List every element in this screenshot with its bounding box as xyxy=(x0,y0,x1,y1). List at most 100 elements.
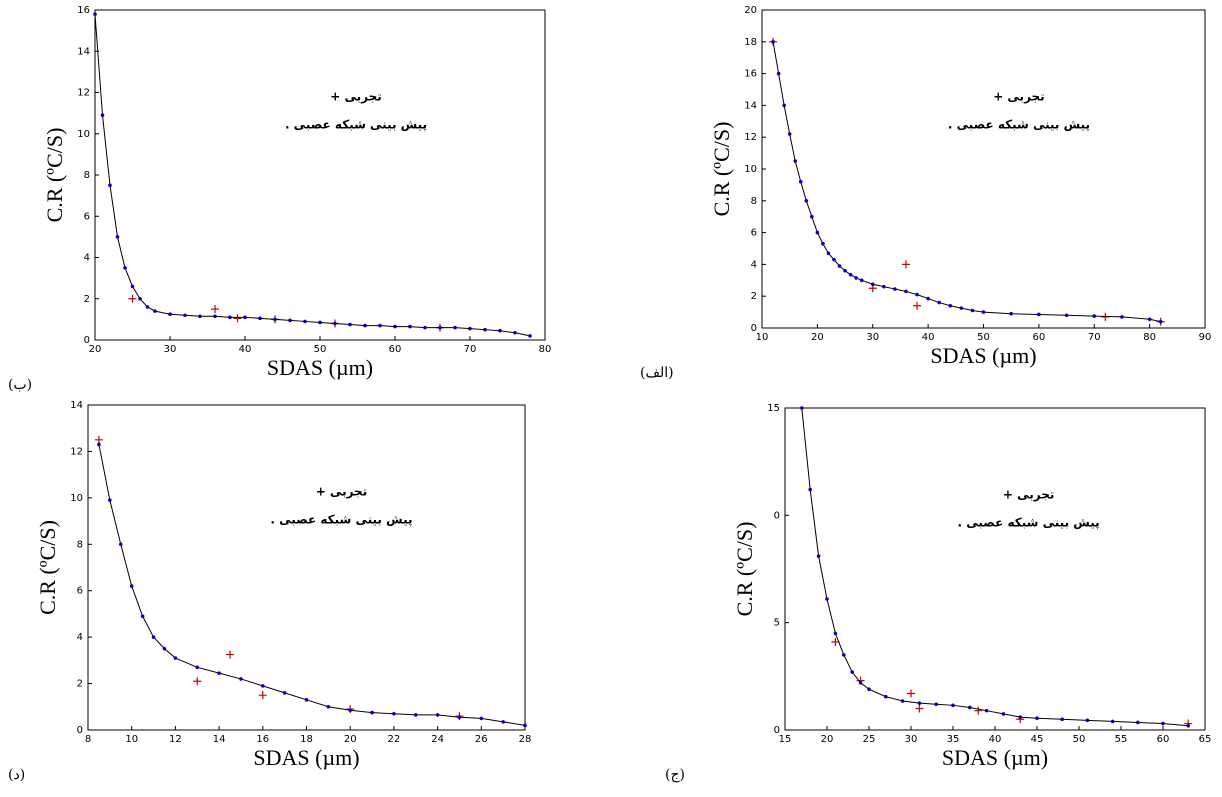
x-tick-label: 25 xyxy=(863,734,876,745)
y-tick-label: 10 xyxy=(77,129,90,140)
prediction-point xyxy=(168,312,172,317)
x-tick-label: 45 xyxy=(1031,734,1044,745)
experimental-point xyxy=(915,704,924,713)
prediction-point xyxy=(115,235,120,239)
experimental-point xyxy=(258,691,267,700)
prediction-point xyxy=(1110,719,1115,724)
prediction-point xyxy=(513,330,517,335)
y-tick-label: 14 xyxy=(744,100,757,111)
prediction-point xyxy=(303,319,307,324)
y-tick-label: 0 xyxy=(774,510,780,521)
y-tick-label: 10 xyxy=(744,164,757,175)
panel-label: (ج) xyxy=(665,767,685,783)
prediction-point xyxy=(282,691,287,695)
y-tick-label: 16 xyxy=(744,69,757,80)
y-tick-label: 12 xyxy=(70,446,83,457)
prediction-point xyxy=(1158,319,1163,324)
prediction-point xyxy=(776,71,781,76)
prediction-point xyxy=(348,708,353,713)
x-tick-label: 10 xyxy=(125,734,138,745)
prediction-point xyxy=(1064,313,1069,318)
prediction-point xyxy=(183,313,187,318)
experimental-point xyxy=(913,301,922,310)
x-tick-label: 40 xyxy=(922,332,935,343)
prediction-point xyxy=(859,278,864,283)
y-tick-label: 6 xyxy=(84,211,90,222)
y-tick-label: 2 xyxy=(84,294,90,305)
legend-label: تجربی + xyxy=(316,485,368,499)
prediction-point xyxy=(917,701,922,705)
prediction-point xyxy=(787,132,792,136)
panel-label: (د) xyxy=(8,767,25,783)
prediction-point xyxy=(882,284,886,289)
prediction-point xyxy=(413,713,418,717)
plot-area xyxy=(784,407,1206,731)
prediction-point xyxy=(804,199,809,203)
prediction-point xyxy=(826,251,831,256)
prediction-point xyxy=(108,183,112,188)
experimental-point xyxy=(94,435,103,444)
x-tick-label: 16 xyxy=(256,734,269,745)
x-tick-label: 60 xyxy=(389,344,402,355)
x-tick-label: 40 xyxy=(989,734,1002,745)
experimental-point xyxy=(226,650,235,659)
prediction-point xyxy=(981,310,986,314)
x-tick-label: 20 xyxy=(344,734,357,745)
prediction-line xyxy=(94,14,531,337)
prediction-point xyxy=(93,12,97,16)
y-tick-label: 18 xyxy=(744,37,757,48)
prediction-point xyxy=(821,241,825,246)
prediction-point xyxy=(793,159,798,163)
prediction-point xyxy=(153,309,157,313)
y-tick-label: 2 xyxy=(77,679,83,690)
prediction-point xyxy=(100,113,105,117)
prediction-point xyxy=(1037,312,1041,317)
x-tick-label: 22 xyxy=(388,734,401,745)
prediction-point xyxy=(393,324,397,329)
x-tick-label: 50 xyxy=(1073,734,1086,745)
prediction-point xyxy=(363,323,367,328)
prediction-point xyxy=(848,272,853,277)
legend-label: تجربی + xyxy=(1003,488,1055,502)
prediction-point xyxy=(97,442,101,447)
prediction-point xyxy=(123,266,127,270)
chart-panel: 20 30 40 50 60 70 80 0 2 4 6 8 10 12 14 16 SDAS (µm) C.R … xyxy=(8,5,551,393)
prediction-point xyxy=(528,334,532,338)
legend-label: تجربی + xyxy=(330,90,382,104)
prediction-point xyxy=(288,318,292,323)
prediction-point xyxy=(228,315,232,320)
prediction-point xyxy=(951,703,955,708)
y-tick-label: 20 xyxy=(744,5,757,16)
prediction-point xyxy=(858,680,863,685)
y-tick-label: 4 xyxy=(84,253,90,264)
prediction-point xyxy=(970,308,975,313)
prediction-point xyxy=(162,646,167,651)
prediction-point xyxy=(261,684,265,688)
legend-label: تجربی + xyxy=(993,90,1045,104)
prediction-point xyxy=(825,597,829,601)
prediction-point xyxy=(900,699,905,703)
prediction-point xyxy=(457,715,462,720)
prediction-point xyxy=(800,406,804,410)
x-tick-label: 24 xyxy=(431,734,444,745)
experimental-point xyxy=(233,314,242,323)
y-tick-label: 6 xyxy=(77,586,83,597)
prediction-point xyxy=(118,542,123,547)
prediction-point xyxy=(483,327,487,332)
prediction-point xyxy=(378,323,382,328)
prediction-point xyxy=(423,325,427,330)
prediction-point xyxy=(1001,712,1006,716)
legend-label: پیش بینی شبکه عصبی . xyxy=(958,516,1100,530)
prediction-point xyxy=(453,325,457,330)
x-tick-label: 10 xyxy=(756,332,769,343)
experimental-point xyxy=(193,677,202,686)
x-tick-label: 15 xyxy=(779,734,792,745)
prediction-point xyxy=(217,671,221,675)
x-axis-label: SDAS (µm) xyxy=(930,343,1036,368)
prediction-point xyxy=(129,584,134,588)
prediction-point xyxy=(1009,311,1013,316)
prediction-point xyxy=(435,713,440,717)
prediction-point xyxy=(837,264,842,268)
x-axis-label: SDAS (µm) xyxy=(942,745,1048,770)
